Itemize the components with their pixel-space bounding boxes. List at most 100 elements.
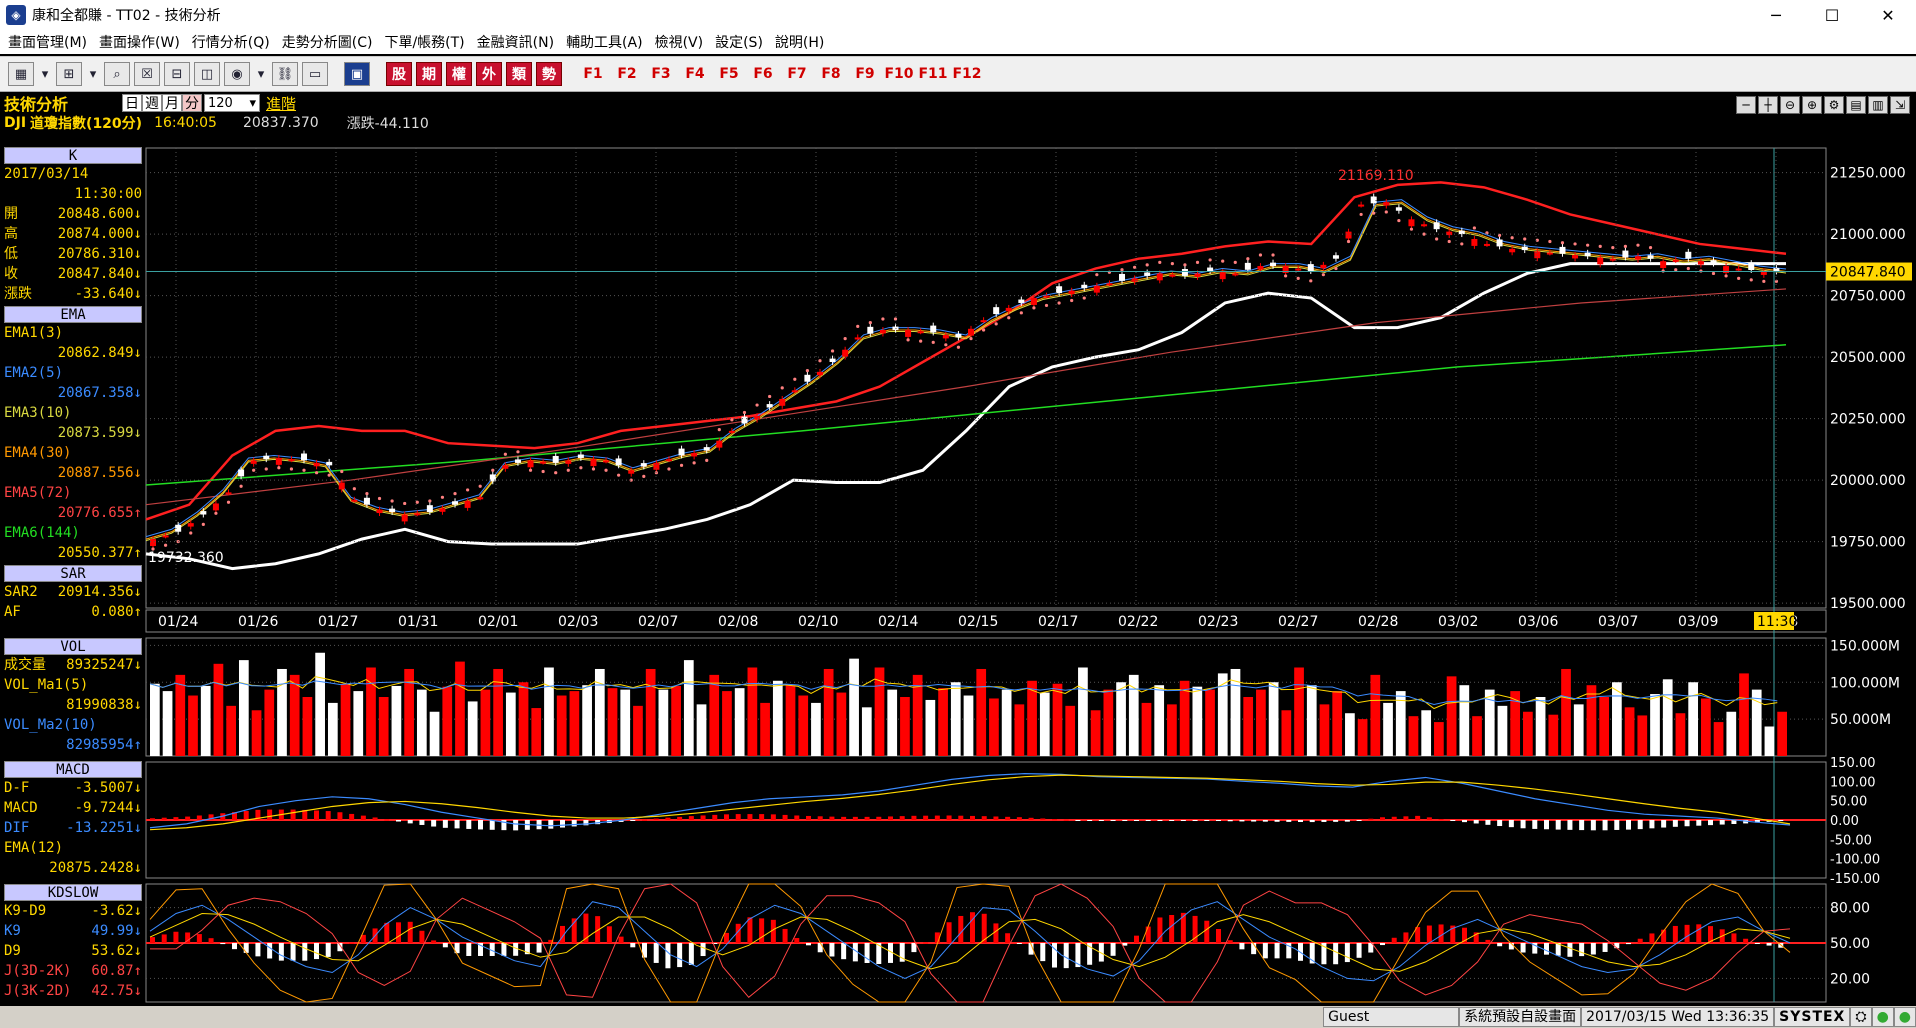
menu-quote-analysis[interactable]: 行情分析(Q) [191,35,270,51]
kd-histogram-bar [1485,939,1491,943]
menu-tools[interactable]: 輔助工具(A) [566,35,643,51]
macd-histogram-bar [794,815,800,820]
window-icon[interactable]: ▭ [302,62,328,86]
magnify-minus-icon[interactable]: ⊖ [1780,96,1800,114]
f2-button[interactable]: F2 [617,66,637,82]
quote-time: 16:40:05 [154,115,217,131]
trend-button[interactable]: 勢 [536,62,562,86]
period-day-button[interactable]: 日 [122,94,142,112]
kd-histogram-bar [1286,943,1292,959]
sar-panel-head: SAR [4,565,142,582]
sar-dot [1183,263,1187,267]
f5-button[interactable]: F5 [719,66,739,82]
macd-histogram-bar [1544,820,1549,830]
f12-button[interactable]: F12 [952,66,982,82]
save-layout-icon[interactable]: ⊞ [56,62,82,86]
candle [1760,271,1767,275]
macd-histogram-bar [1157,820,1163,821]
period-month-button[interactable]: 月 [162,94,182,112]
close-button[interactable]: ✕ [1881,5,1895,25]
tile-vertical-icon[interactable]: ◫ [194,62,220,86]
kd-histogram-bar [1227,940,1233,943]
link-icon[interactable]: ⛓ [272,62,298,86]
kd-histogram-bar [688,943,694,965]
maximize-button[interactable]: ☐ [1824,5,1840,25]
f10-button[interactable]: F10 [884,66,914,82]
f9-button[interactable]: F9 [855,66,875,82]
sar-dot [994,322,998,326]
f11-button[interactable]: F11 [918,66,948,82]
futures-button[interactable]: 期 [416,62,442,86]
sar-dot [1409,227,1414,231]
layout-icon[interactable]: ▦ [8,62,34,86]
f6-button[interactable]: F6 [753,66,773,82]
kd-histogram-bar [958,915,964,943]
stock-button[interactable]: 股 [386,62,412,86]
dropdown-arrow-icon[interactable]: ▾ [257,66,265,82]
print-icon[interactable]: ▥ [1868,96,1888,114]
candle [779,398,786,406]
candle [464,500,471,508]
status-layout: 系統預設自設畫面 [1459,1007,1582,1027]
menu-settings[interactable]: 設定(S) [715,35,763,51]
menu-screen-manage[interactable]: 畫面管理(M) [8,35,88,51]
tile-horizontal-icon[interactable]: ⊟ [164,62,190,86]
volume-bar [1637,715,1648,756]
macd-histogram-bar [1344,820,1350,822]
zoom-in-icon[interactable]: ┼ [1758,96,1778,114]
period-week-button[interactable]: 週 [142,94,162,112]
candle [1697,261,1704,265]
settings-icon[interactable]: ⚙ [1824,96,1844,114]
export-icon[interactable]: ⇲ [1890,96,1910,114]
sar-dot [289,467,294,471]
category-button[interactable]: 類 [506,62,532,86]
kd-histogram-bar [700,943,706,957]
menu-financial-info[interactable]: 金融資訊(N) [476,35,555,51]
candle [1383,202,1390,206]
window-titlebar: ◈ 康和全都賺 - TT02 - 技術分析 ─ ☐ ✕ [0,0,1916,30]
volume-bar [785,685,796,756]
f1-button[interactable]: F1 [583,66,603,82]
dropdown-arrow-icon[interactable]: ▾ [89,66,97,82]
date-tick-label: 01/31 [398,614,438,630]
magnify-plus-icon[interactable]: ⊕ [1802,96,1822,114]
macd-histogram-bar [606,820,612,824]
menu-screen-operate[interactable]: 畫面操作(W) [99,35,180,51]
dropdown-arrow-icon[interactable]: ▾ [41,66,49,82]
kd-histogram-bar [1473,932,1479,943]
kd-histogram-bar [1380,943,1385,946]
minute-select[interactable]: 120 ▾ [204,94,260,112]
search-icon[interactable]: ⌕ [104,62,130,86]
technical-chart[interactable]: 21169.110 19732.360 150.000M 100.000M 50.00… [0,0,1916,1006]
minimize-button[interactable]: ─ [1771,5,1781,25]
volume-bar [1179,680,1190,756]
candle [514,459,521,463]
kd-histogram-bar [888,943,893,963]
foreign-button[interactable]: 外 [476,62,502,86]
macd-histogram-bar [1497,820,1503,827]
macd-histogram-bar [454,820,460,829]
advanced-link[interactable]: 進階 [266,94,297,113]
f8-button[interactable]: F8 [821,66,841,82]
f7-button[interactable]: F7 [787,66,807,82]
candle [1660,261,1667,269]
volume-bar [722,691,732,756]
vol-label: VOL_Ma2(10) [4,717,97,733]
f4-button[interactable]: F4 [685,66,705,82]
menu-trend-chart[interactable]: 走勢分析圖(C) [281,35,373,51]
menu-view[interactable]: 檢視(V) [654,35,704,51]
options-button[interactable]: 權 [446,62,472,86]
globe-icon[interactable]: ◉ [224,62,250,86]
price-tick-label: 20250.000 [1830,412,1906,428]
period-minute-button[interactable]: 分 [182,94,202,112]
sar-dot [1359,212,1363,217]
monitor-icon[interactable]: ▣ [344,62,370,86]
zoom-out-icon[interactable]: ─ [1736,96,1756,114]
menu-help[interactable]: 說明(H) [774,35,825,51]
save-icon[interactable]: ▤ [1846,96,1866,114]
candle [225,492,232,495]
macd-histogram-bar [1040,818,1046,820]
f3-button[interactable]: F3 [651,66,671,82]
menu-order-account[interactable]: 下單/帳務(T) [384,35,465,51]
close-window-icon[interactable]: ☒ [134,62,160,86]
